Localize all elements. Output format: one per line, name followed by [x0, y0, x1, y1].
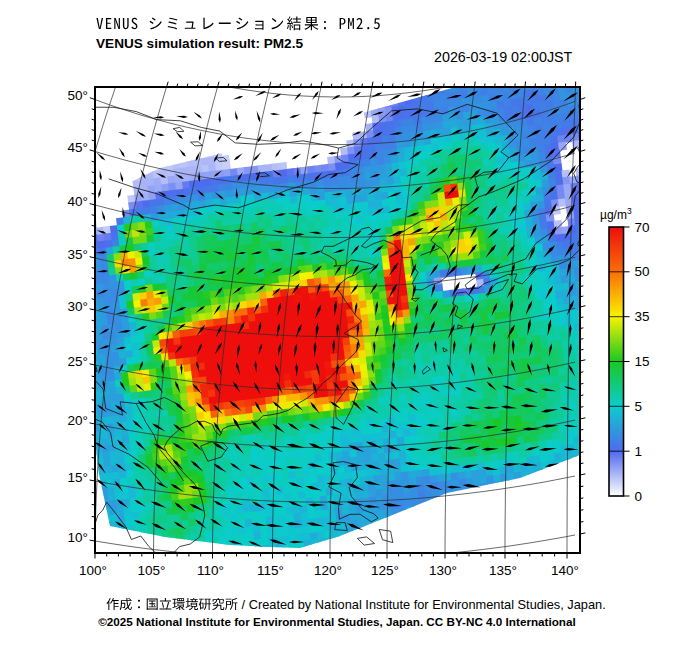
svg-text:45°: 45°	[68, 140, 88, 155]
svg-text:15: 15	[635, 354, 650, 369]
svg-text:©2025 National Institute for E: ©2025 National Institute for Environment…	[98, 615, 576, 628]
svg-text:5: 5	[635, 399, 643, 414]
svg-text:130°: 130°	[429, 563, 457, 578]
svg-text:110°: 110°	[197, 563, 224, 578]
svg-text:50: 50	[635, 264, 650, 279]
svg-text:0: 0	[635, 489, 643, 504]
svg-text:35: 35	[635, 309, 650, 324]
svg-text:/ Created by National Institut: / Created by National Institute for Envi…	[238, 597, 606, 612]
svg-text:40°: 40°	[68, 194, 88, 209]
svg-text:140°: 140°	[551, 563, 579, 578]
svg-text:25°: 25°	[68, 354, 88, 369]
svg-text:35°: 35°	[68, 247, 88, 262]
svg-text:20°: 20°	[68, 413, 88, 428]
svg-text:50°: 50°	[68, 88, 88, 103]
svg-text:120°: 120°	[314, 563, 342, 578]
svg-text:1: 1	[635, 444, 643, 459]
svg-text:125°: 125°	[371, 563, 399, 578]
svg-text:VENUS simulation result: PM2.5: VENUS simulation result: PM2.5	[96, 36, 303, 51]
svg-text:15°: 15°	[68, 470, 88, 485]
svg-text:135°: 135°	[489, 563, 517, 578]
svg-text:100°: 100°	[79, 563, 107, 578]
svg-text:30°: 30°	[68, 299, 88, 314]
svg-text:2026-03-19 02:00JST: 2026-03-19 02:00JST	[434, 49, 573, 65]
svg-text:105°: 105°	[138, 563, 166, 578]
svg-text:10°: 10°	[68, 530, 88, 545]
svg-text:115°: 115°	[257, 563, 284, 578]
svg-text:70: 70	[635, 220, 650, 235]
